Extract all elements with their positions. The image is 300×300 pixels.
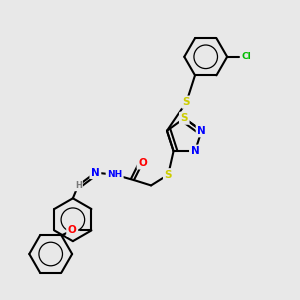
Text: O: O — [68, 225, 76, 236]
Text: N: N — [197, 126, 206, 136]
Text: H: H — [75, 181, 82, 190]
Text: S: S — [164, 170, 172, 180]
Text: NH: NH — [107, 170, 122, 179]
Text: N: N — [91, 168, 100, 178]
Text: O: O — [138, 158, 147, 168]
Text: S: S — [181, 113, 188, 123]
Text: N: N — [190, 146, 200, 156]
Text: S: S — [183, 97, 190, 107]
Text: Cl: Cl — [242, 52, 251, 61]
